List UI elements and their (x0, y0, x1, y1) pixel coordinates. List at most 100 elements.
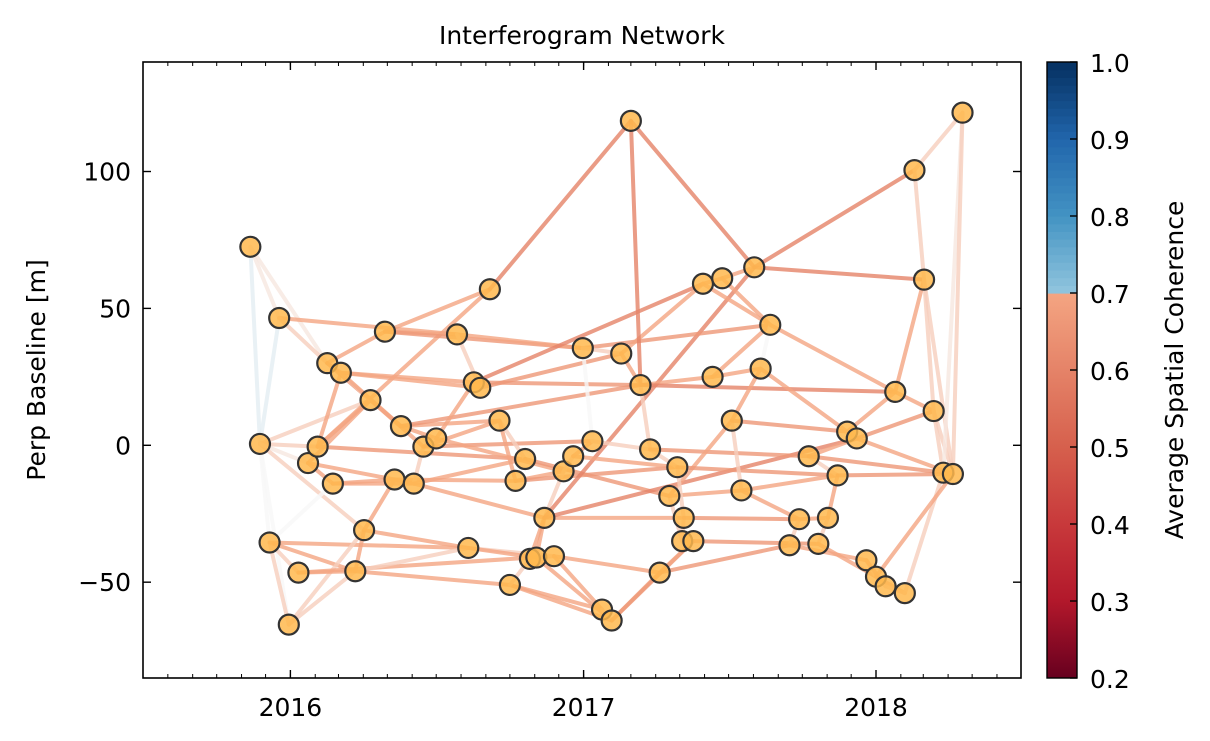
colorbar-upper-segment (1047, 92, 1077, 102)
acquisition-point (478, 278, 501, 301)
colorbar-upper-segment (1047, 85, 1077, 94)
acquisition-point (504, 469, 527, 492)
acquisition-point (787, 508, 811, 531)
network-edge (513, 465, 680, 483)
acquisition-point (258, 531, 281, 554)
acquisition-point (797, 445, 820, 468)
network-edge (922, 277, 955, 477)
acquisition-point (533, 506, 556, 529)
network-edge (700, 281, 773, 327)
network-edge (758, 366, 850, 434)
colorbar-upper-segment (1047, 169, 1077, 179)
acquisition-point (807, 532, 830, 555)
colorbar-upper-segment (1047, 69, 1077, 78)
y-axis-label: Perp Baseline [m] (22, 259, 51, 480)
acquisition-point (845, 427, 868, 450)
colorbar-upper-segment (1047, 115, 1077, 125)
acquisition-point (941, 462, 965, 486)
acquisition-point (666, 456, 689, 479)
acquisition-point (542, 545, 566, 568)
network-edge (893, 277, 927, 394)
network-edge (729, 418, 744, 493)
acquisition-point (329, 361, 352, 384)
acquisition-point (912, 268, 936, 291)
colorbar-upper-segment (1047, 192, 1077, 202)
network-edge (382, 287, 492, 334)
acquisition-point (749, 357, 772, 380)
chart-title: Interferogram Network (439, 21, 726, 50)
acquisition-point (402, 472, 425, 495)
colorbar-upper-segment (1047, 277, 1077, 286)
colorbar-upper-segment (1047, 62, 1077, 71)
network-edge (551, 554, 605, 612)
colorbar-upper-segment (1047, 254, 1077, 263)
network-edge (257, 441, 367, 533)
axis-ticks: 2016 2017 2018 −50 0 50 100 (78, 62, 1021, 722)
colorbar-upper-segment (1047, 123, 1077, 132)
network-edge (434, 436, 566, 474)
network-edge (315, 370, 343, 449)
network-edge (523, 456, 672, 498)
acquisition-point (855, 549, 878, 572)
network-edge (752, 265, 927, 282)
colorbar-label: Average Spatial Coherence (1160, 201, 1189, 540)
acquisition-point (816, 506, 840, 529)
network-edge (487, 118, 633, 292)
colorbar-tick-label: 1.0 (1090, 49, 1130, 78)
colorbar-upper-segment (1047, 239, 1077, 248)
acquisition-point (306, 435, 329, 458)
network-edge (353, 545, 471, 574)
acquisition-point (778, 534, 801, 557)
colorbar-upper-segment (1047, 262, 1077, 271)
acquisition-point (720, 409, 743, 432)
network-edge (638, 383, 898, 394)
acquisition-point (658, 484, 681, 508)
network-edge (912, 168, 927, 282)
acquisition-point (268, 306, 291, 330)
network-edge (306, 461, 397, 482)
colorbar-low-segment (1047, 293, 1077, 678)
colorbar-upper-segment (1047, 185, 1077, 194)
network-edge (571, 454, 680, 470)
acquisition-point (730, 479, 753, 502)
network-edge (657, 543, 792, 575)
network-edge (720, 276, 773, 327)
network-edge (628, 118, 757, 270)
acquisition-point (373, 320, 397, 343)
acquisition-point (638, 438, 662, 461)
colorbar-upper-segment (1047, 162, 1077, 171)
network-edge (338, 370, 483, 390)
colorbar-upper-segment (1047, 108, 1077, 117)
network-edge (434, 380, 476, 441)
network-edge (912, 110, 965, 173)
network-edge (675, 465, 840, 478)
acquisition-point (701, 365, 724, 388)
colorbar-upper-segment (1047, 177, 1077, 186)
network-edge (874, 472, 955, 579)
network-edge (752, 168, 917, 270)
y-tick-label: 100 (83, 158, 131, 187)
acquisition-point (884, 380, 907, 404)
acquisition-point (445, 323, 469, 346)
network-edges (248, 110, 965, 627)
network-edge (362, 528, 471, 550)
network-edge (353, 569, 512, 587)
colorbar-tick-label: 0.9 (1090, 126, 1130, 155)
acquisition-point (629, 373, 652, 397)
acquisition-point (239, 235, 262, 258)
colorbar-upper-segment (1047, 154, 1077, 163)
y-tick-label: 0 (115, 431, 131, 460)
acquisition-point (743, 256, 766, 279)
colorbar-upper-segment (1047, 139, 1077, 148)
network-edge (710, 322, 773, 379)
network-edge (739, 473, 840, 493)
network-edge (768, 322, 898, 394)
acquisition-point (922, 399, 945, 423)
colorbar: 0.2 0.3 0.4 0.5 0.6 0.7 0.8 0.9 1.0 (1046, 49, 1130, 694)
acquisition-point (711, 267, 734, 290)
colorbar-tick-label: 0.2 (1090, 665, 1130, 694)
colorbar-tick-label: 0.3 (1090, 588, 1130, 617)
acquisition-point (874, 575, 897, 598)
colorbar-upper-segment (1047, 77, 1077, 86)
network-edge (421, 439, 595, 449)
